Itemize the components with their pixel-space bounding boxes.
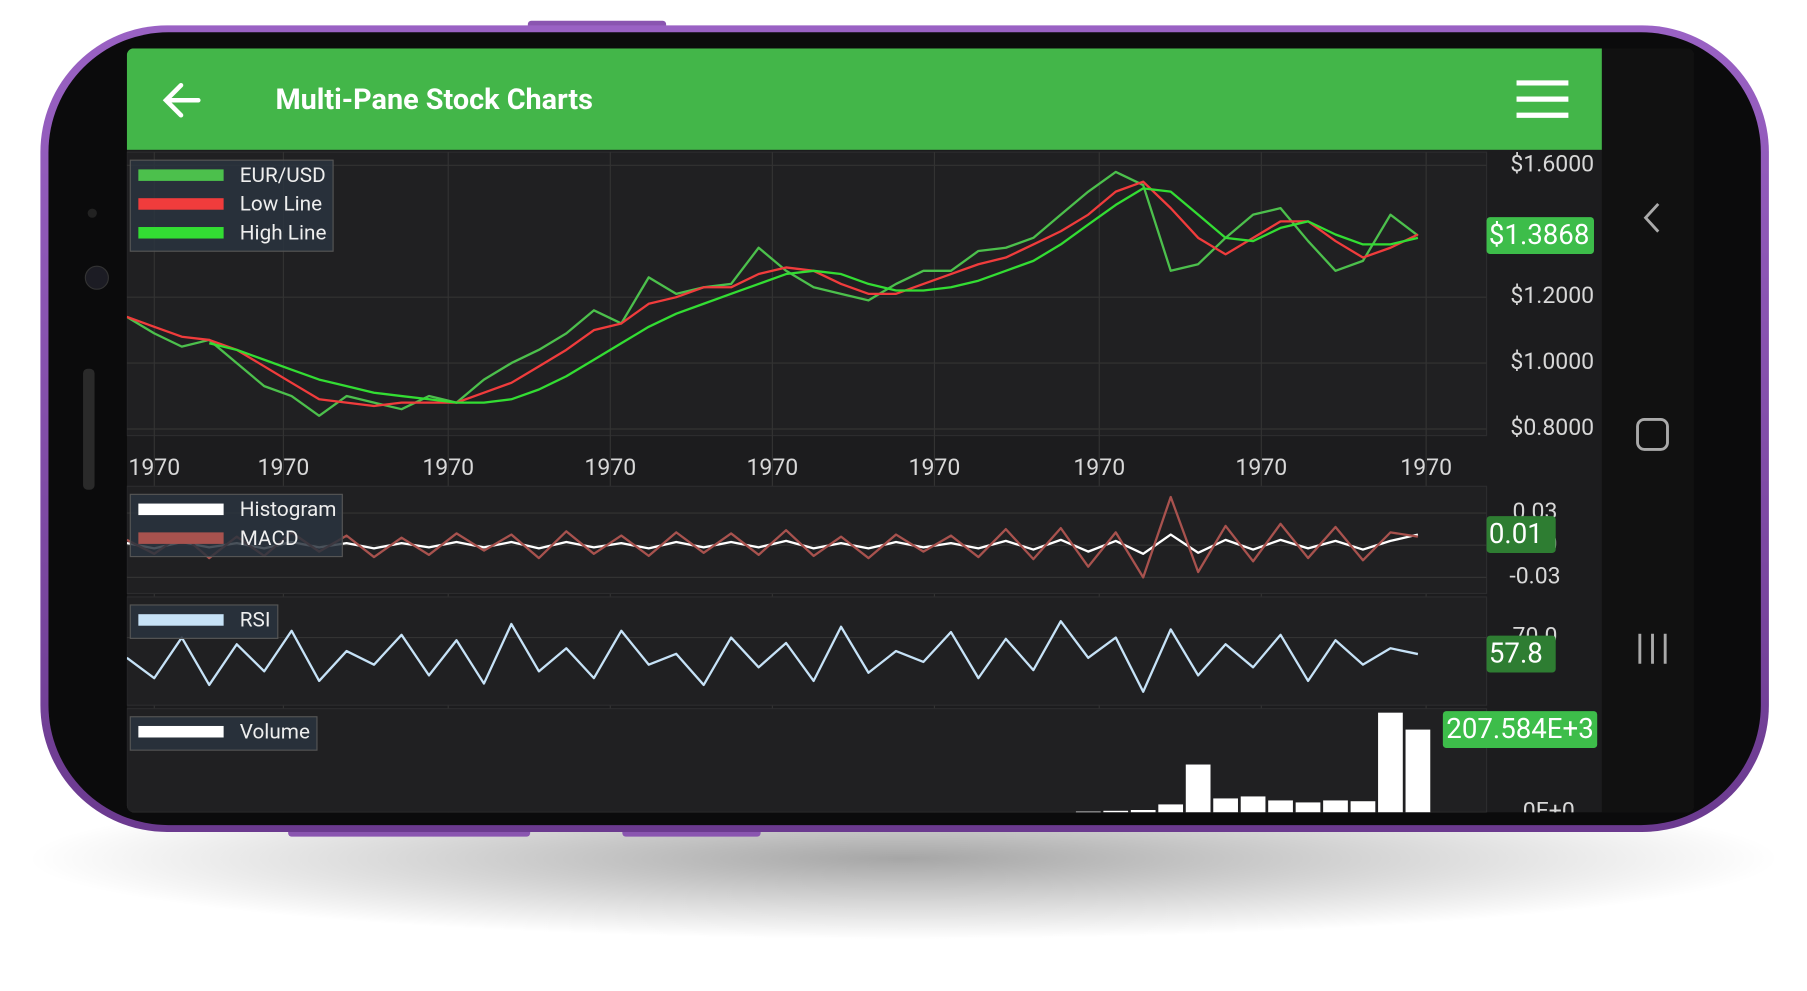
plot-area — [126, 620, 1419, 693]
y-tick-label: $0.8000 — [1510, 414, 1594, 441]
x-tick-label: 1970 — [1400, 454, 1452, 481]
legend-label: RSI — [240, 609, 271, 633]
volume-bar — [1075, 811, 1101, 813]
sensor — [87, 208, 97, 218]
legend-swatch — [138, 532, 224, 544]
volume-bar — [1268, 800, 1293, 813]
legend-label: Histogram — [240, 498, 337, 522]
legend-label: EUR/USD — [240, 164, 326, 188]
x-tick-label: 1970 — [422, 454, 474, 481]
nav-recents[interactable] — [1638, 633, 1667, 664]
value-label: $1.3868 — [1489, 218, 1590, 251]
x-tick-label: 1970 — [746, 454, 798, 481]
app-bar — [126, 48, 1602, 150]
volume-bar — [1350, 801, 1376, 813]
volume-bar — [1240, 796, 1266, 813]
value-label-box — [1442, 711, 1598, 749]
legend-swatch — [138, 503, 224, 516]
volume-bar — [1378, 712, 1403, 813]
legend-swatch — [138, 169, 224, 181]
y-tick-label: 0E+0 — [1523, 797, 1575, 824]
value-label: 207.584E+3 — [1446, 712, 1593, 745]
x-tick-label: 1970 — [1073, 454, 1125, 481]
camera — [84, 265, 109, 290]
legend: EUR/USD Low Line High Line — [129, 159, 334, 252]
legend: Volume — [129, 716, 318, 751]
menu-button[interactable] — [1516, 80, 1569, 118]
value-label-box — [1486, 635, 1556, 673]
x-tick-label: 1970 — [128, 454, 180, 481]
series-line — [126, 170, 1419, 417]
y-tick-label: $1.2000 — [1510, 282, 1594, 309]
volume-bar — [1295, 802, 1321, 813]
plot-area — [1075, 712, 1431, 813]
pane-background — [126, 596, 1488, 706]
legend-label: High Line — [240, 221, 327, 245]
y-tick-label: $1.6000 — [1510, 150, 1594, 177]
volume-bar — [1213, 798, 1238, 813]
legend-label: Volume — [240, 720, 310, 744]
value-label-box — [1486, 516, 1556, 553]
app-title: Multi-Pane Stock Charts — [275, 83, 592, 117]
legend-label: MACD — [240, 527, 299, 551]
charts: 1970 1970 1970 1970 1970 1970 1970 1970 1970 $0.8… — [126, 150, 1598, 824]
back-button[interactable] — [162, 82, 201, 118]
speaker — [83, 368, 95, 490]
nav-home[interactable] — [1636, 418, 1669, 451]
x-tick-label: 1970 — [1235, 454, 1287, 481]
y-tick-label: -0.03 — [1509, 562, 1560, 589]
nav-bar — [1601, 48, 1694, 813]
x-tick-label: 1970 — [909, 454, 961, 481]
pane-background — [126, 708, 1488, 813]
x-tick-label: 1970 — [258, 454, 310, 481]
volume-bar — [1185, 764, 1211, 813]
volume-bar — [1323, 800, 1348, 813]
y-tick-label: $1.0000 — [1510, 348, 1594, 375]
plot-area — [126, 170, 1419, 417]
series-line — [208, 187, 1419, 404]
legend-label: Low Line — [240, 193, 322, 217]
volume-bar — [1158, 804, 1184, 813]
screen: Multi-Pane Stock Charts 1970 1970 1970 1970… — [126, 48, 1694, 824]
legend-swatch — [138, 614, 224, 626]
volume-bar — [1130, 809, 1156, 813]
volume-bar — [1103, 810, 1129, 813]
legend-swatch — [138, 725, 224, 738]
value-label: 0.01 — [1489, 517, 1543, 550]
value-label-box — [1486, 217, 1594, 255]
volume-bar — [1405, 729, 1431, 813]
legend: Histogram MACD — [129, 493, 343, 558]
legend: RSI — [129, 604, 279, 639]
value-label: 57.8 — [1489, 636, 1543, 669]
legend-swatch — [138, 198, 224, 210]
series-line — [126, 180, 1419, 408]
series-line — [126, 620, 1419, 693]
nav-back[interactable] — [1643, 202, 1660, 233]
x-tick-label: 1970 — [584, 454, 636, 481]
legend-swatch — [138, 227, 224, 239]
